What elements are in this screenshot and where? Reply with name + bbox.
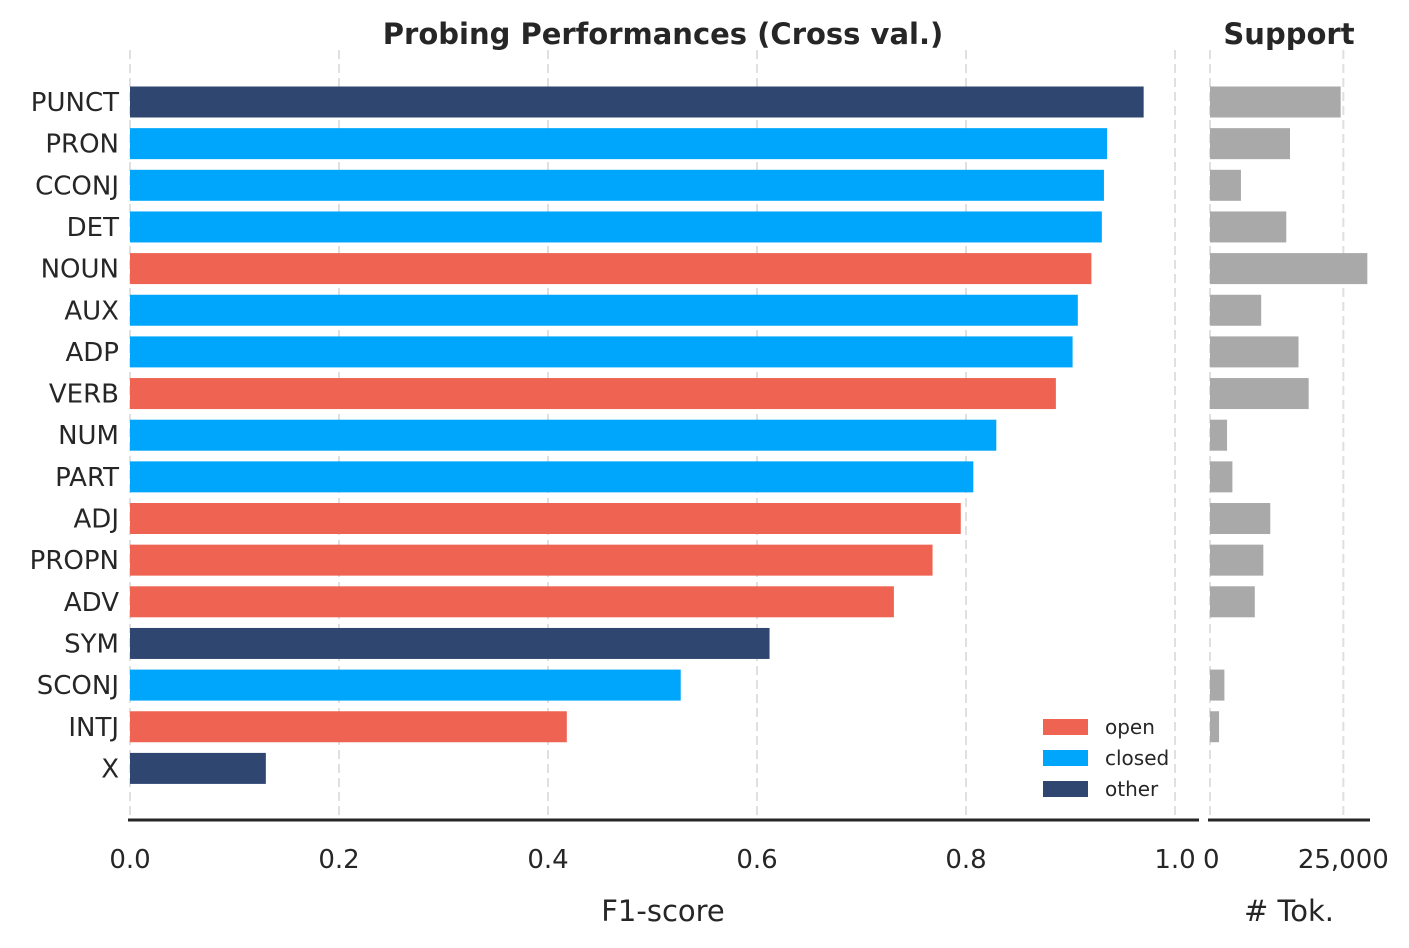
support-bar-punct: [1210, 86, 1341, 118]
legend-label-open: open: [1105, 715, 1155, 739]
category-label: ADJ: [74, 505, 119, 535]
support-bar-pron: [1210, 128, 1290, 160]
category-label: NUM: [58, 421, 119, 451]
bar-intj: [130, 711, 567, 743]
bar-cconj: [130, 169, 1104, 201]
support-x-ticks: 0 25,000: [1203, 845, 1389, 875]
bar-adp: [130, 336, 1073, 368]
support-bar-num: [1210, 419, 1228, 451]
main-x-ticks: 0.0 0.2 0.4 0.6 0.8 1.0: [109, 845, 1195, 875]
legend: open closed other: [1043, 715, 1169, 801]
category-label: CCONJ: [35, 171, 119, 201]
bar-part: [130, 461, 974, 493]
x-tick-label: 0.0: [109, 845, 150, 875]
category-label: VERB: [49, 380, 119, 410]
support-x-tick-label: 25,000: [1298, 845, 1389, 875]
category-label: NOUN: [41, 255, 119, 285]
category-labels: PUNCT PRON CCONJ DET NOUN AUX ADP VERB NUM PART AD…: [30, 88, 120, 784]
bar-adv: [130, 586, 894, 618]
support-bar-intj: [1210, 711, 1220, 743]
support-bar-part: [1210, 461, 1233, 493]
category-label: AUX: [64, 296, 119, 326]
bar-det: [130, 211, 1102, 243]
main-chart-title: Probing Performances (Cross val.): [383, 17, 943, 51]
support-bar-det: [1210, 211, 1287, 243]
support-grid: [1209, 50, 1345, 820]
support-chart-title: Support: [1223, 17, 1354, 51]
category-label: X: [101, 754, 119, 784]
category-label: DET: [67, 213, 119, 243]
x-tick-label: 1.0: [1154, 845, 1195, 875]
x-tick-label: 0.2: [318, 845, 359, 875]
legend-label-other: other: [1105, 777, 1159, 801]
category-label: SYM: [64, 629, 119, 659]
bar-verb: [130, 378, 1056, 410]
support-bar-sconj: [1210, 669, 1225, 701]
support-bar-cconj: [1210, 169, 1241, 201]
bar-propn: [130, 544, 933, 576]
category-label: PART: [55, 463, 119, 493]
support-bar-propn: [1210, 544, 1264, 576]
category-label: ADP: [66, 338, 120, 368]
support-bar-adv: [1210, 586, 1255, 618]
bar-noun: [130, 253, 1092, 285]
f1-score-panel: PUNCT PRON CCONJ DET NOUN AUX ADP VERB NUM PART AD…: [30, 17, 1199, 928]
bar-adj: [130, 503, 961, 534]
main-bars: [130, 86, 1144, 784]
category-label: ADV: [64, 588, 119, 618]
support-bar-adj: [1210, 503, 1271, 534]
category-label: PUNCT: [31, 88, 119, 118]
category-label: PROPN: [30, 546, 119, 576]
category-label: SCONJ: [37, 671, 119, 701]
main-x-axis-label: F1-score: [601, 894, 725, 928]
bar-pron: [130, 128, 1108, 160]
bar-aux: [130, 294, 1078, 326]
bar-num: [130, 419, 997, 451]
bar-x: [130, 752, 266, 784]
support-x-tick-label: 0: [1203, 845, 1220, 875]
support-bar-adp: [1210, 336, 1299, 368]
bar-sym: [130, 627, 770, 659]
legend-swatch-closed: [1043, 750, 1088, 766]
category-label: INTJ: [68, 713, 119, 743]
legend-swatch-other: [1043, 781, 1088, 797]
bar-punct: [130, 86, 1144, 118]
support-bars: [1210, 86, 1368, 743]
x-tick-label: 0.4: [527, 845, 568, 875]
x-tick-label: 0.8: [945, 845, 986, 875]
support-bar-aux: [1210, 294, 1262, 326]
legend-label-closed: closed: [1105, 746, 1169, 770]
legend-swatch-open: [1043, 719, 1088, 735]
support-bar-verb: [1210, 378, 1309, 410]
x-tick-label: 0.6: [736, 845, 777, 875]
bar-sconj: [130, 669, 681, 701]
support-x-axis-label: # Tok.: [1244, 894, 1334, 928]
category-label: PRON: [45, 130, 119, 160]
support-panel: 0 25,000 Support # Tok.: [1203, 17, 1389, 928]
support-bar-noun: [1210, 253, 1368, 285]
